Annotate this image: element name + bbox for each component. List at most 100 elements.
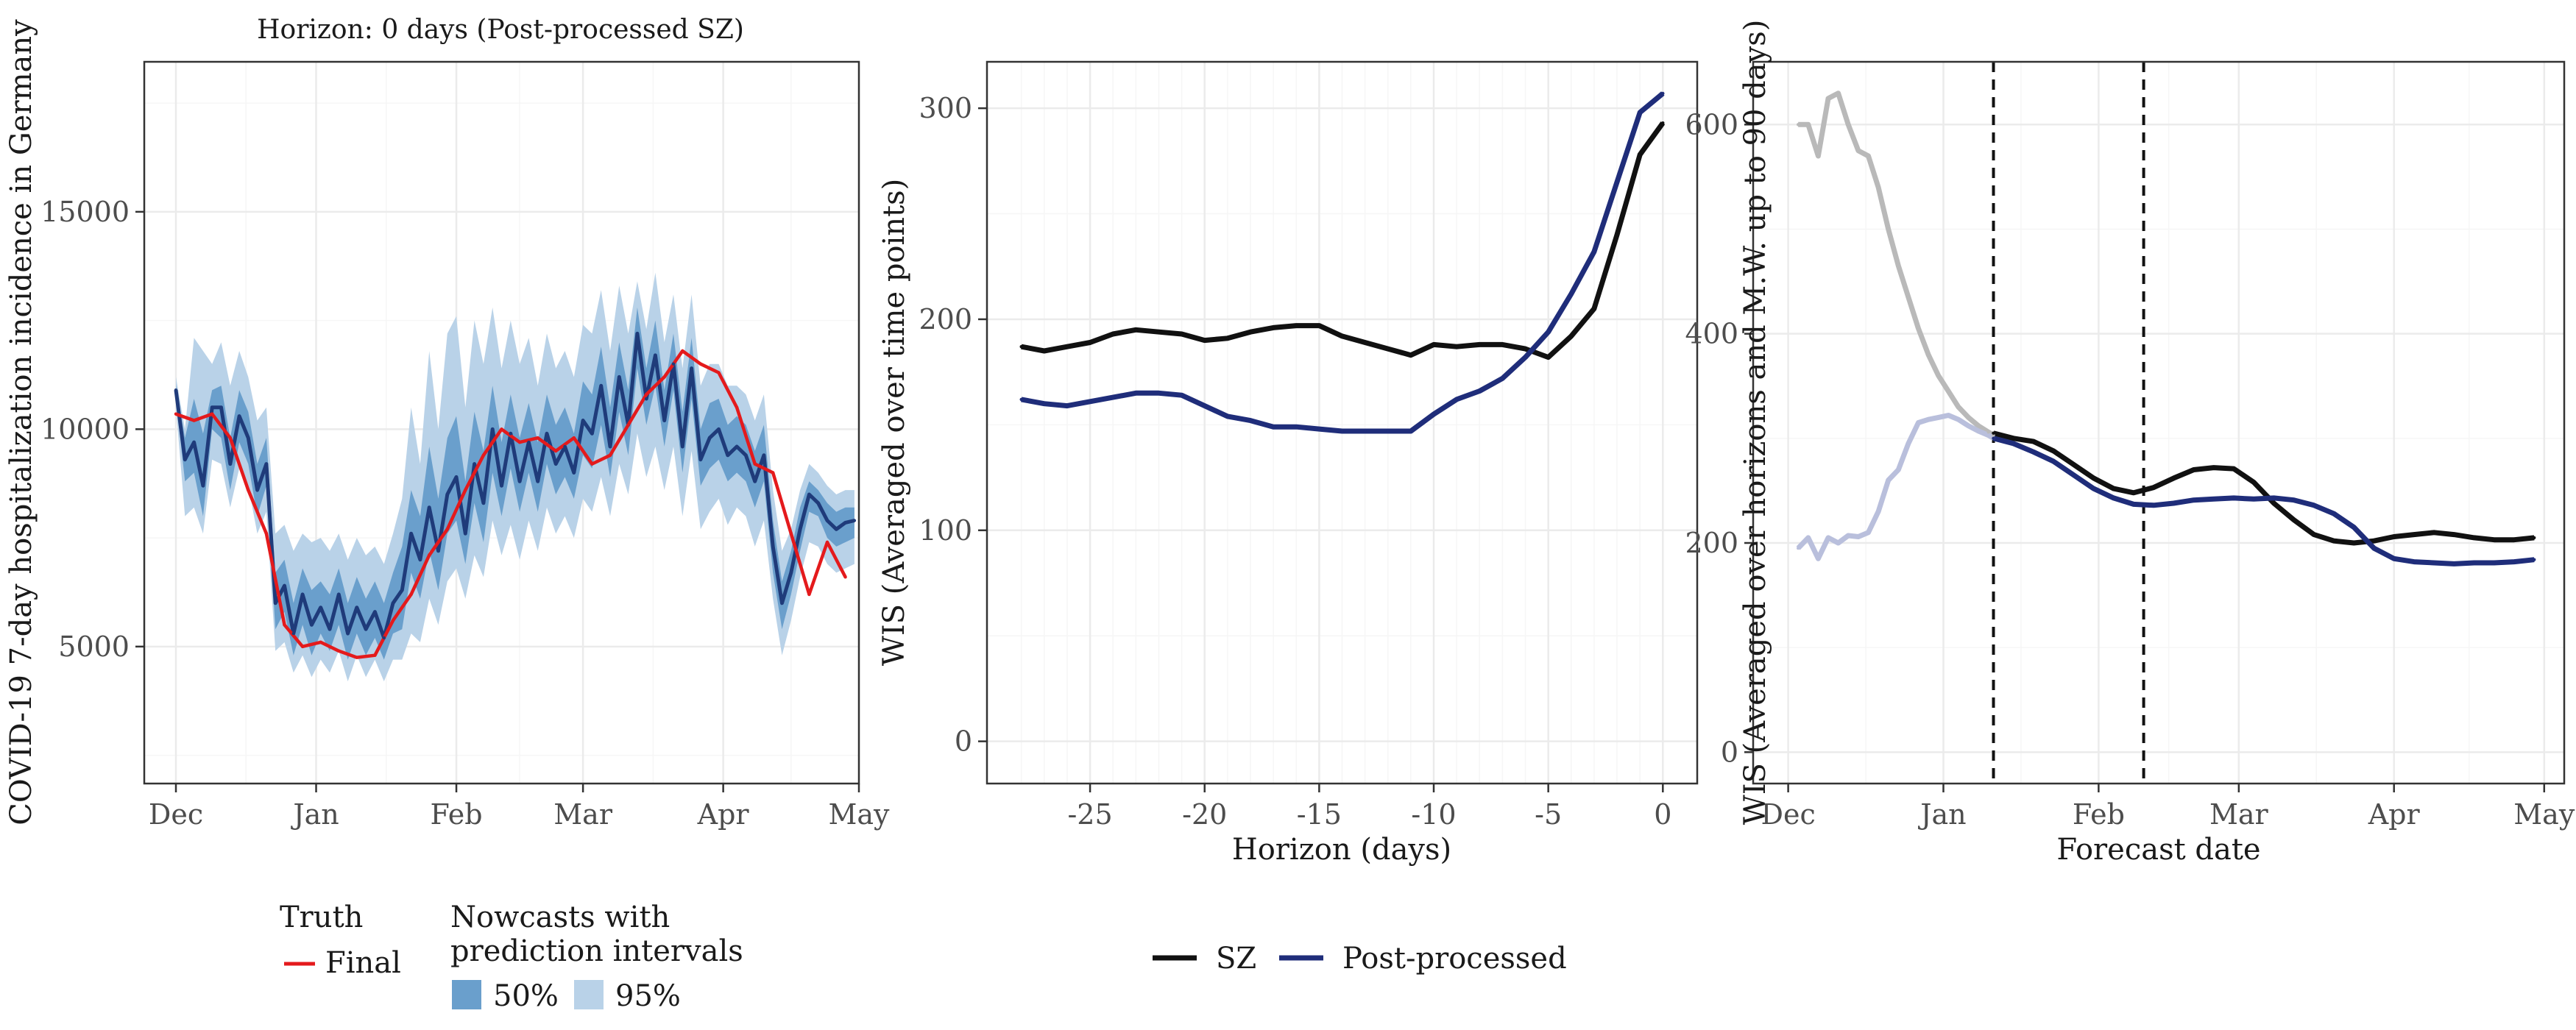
nowcast-point [744,453,748,457]
legend-post-label: Post-processed [1342,942,1567,976]
post-processed-point [1363,429,1367,433]
truth-point [554,449,558,453]
panel1-border [143,60,860,785]
sz-point [1454,345,1459,349]
nowcast-point [409,532,413,536]
panel2-x-ticks: -25 -20 -15 -10 -5 0 [1067,784,1671,831]
faded-post-processed-point [1936,416,1940,419]
post-processed-point [2232,496,2236,500]
x-tick-label-mar: Mar [2209,798,2269,831]
nowcast-point [328,628,332,631]
truth-point [355,656,358,659]
sz-point [1524,347,1527,351]
sz-point [1569,334,1573,338]
band50-layer [176,307,854,660]
post-processed-point [2312,503,2316,507]
truth-point [174,412,178,416]
nowcast-point [464,532,467,536]
y-tick-label-0: 0 [1721,736,1738,768]
post-processed-point [2072,473,2076,477]
faded-sz-point [1956,405,1961,409]
y-tick-label-0: 0 [955,725,972,758]
legend-final-label: Final [325,946,401,980]
faded-sz-point [1917,327,1920,330]
truth-point [698,362,703,366]
nowcast-point [780,601,784,605]
sz-point [1042,349,1047,353]
x-tick-label-10: -10 [1411,798,1456,831]
nowcast-point [698,458,703,461]
x-tick-label-25: -25 [1067,798,1112,831]
sz-point [2292,518,2296,522]
post-processed-point [1638,110,1642,114]
post-processed-point [1248,419,1253,422]
faded-sz-point [1847,123,1850,127]
post-processed-point [1615,180,1619,184]
sz-point [2472,536,2476,540]
nowcast-point [264,462,269,466]
legend-band95-label: 95% [615,979,681,1013]
y-tick-label-600: 600 [1685,108,1738,141]
nowcast-point [590,432,594,436]
post-processed-point [1432,412,1436,416]
nowcast-point [300,592,305,597]
truth-point [337,649,341,653]
faded-sz-line [1798,90,1995,438]
post-processed-point [1295,425,1298,429]
sz-point [2192,468,2195,472]
truth-point [464,488,467,492]
truth-point [517,440,522,444]
nowcast-point [346,631,350,636]
truth-point [771,471,775,475]
faded-post-processed-point [1967,424,1970,427]
nowcast-point [843,521,847,525]
post-processed-point [2252,497,2256,501]
post-processed-point [1019,397,1023,402]
faded-post-processed-point [1847,533,1850,538]
nowcast-point [481,501,486,505]
post-processed-point [2112,496,2115,500]
truth-point [626,423,630,427]
truth-point [283,623,286,627]
faded-sz-point [1856,149,1861,152]
sz-point [2272,501,2276,505]
x-tick-label-0: 0 [1654,798,1671,831]
post-processed-point [2352,525,2356,529]
faded-sz-point [1866,154,1870,158]
sz-point [2412,533,2416,536]
legend-sz-label: SZ [1216,942,1256,976]
post-processed-point [1271,425,1275,429]
nowcast-point [690,366,693,370]
nowcast-point [500,484,503,488]
sz-point [1501,343,1504,347]
truth-point [247,488,250,492]
truth-point [264,532,269,536]
nowcast-point [735,444,739,449]
truth-point [210,412,214,416]
post-processed-point [2272,496,2276,500]
nowcast-point [491,427,495,431]
panel3-y-ticks: 0 200 400 600 [1685,108,1753,768]
sz-point [2131,491,2136,494]
nowcast-point [418,558,422,561]
nowcast-point [391,601,395,605]
panel1-lines [174,331,855,659]
panel3-grid [1753,62,2564,784]
post-processed-point [2412,560,2416,564]
panel2-grid [987,62,1697,784]
panel3-y-label: WIS (Averaged over horizons and M.W. up … [1738,20,1772,825]
x-tick-label-20: -20 [1182,798,1227,831]
nowcast-point [563,444,567,449]
sz-point [1111,332,1115,336]
sz-point [1225,336,1230,340]
faded-sz-point [1936,374,1940,377]
nowcast-point [635,332,640,335]
truth-point [572,436,576,440]
panel1-y-label: COVID-19 7-day hospitalization incidence… [4,19,38,825]
post-processed-point [2492,561,2496,565]
sz-point [1317,324,1321,327]
nowcast-point [654,353,657,358]
sz-point [1546,355,1550,359]
nowcast-point [247,436,250,440]
nowcast-point [726,453,729,457]
